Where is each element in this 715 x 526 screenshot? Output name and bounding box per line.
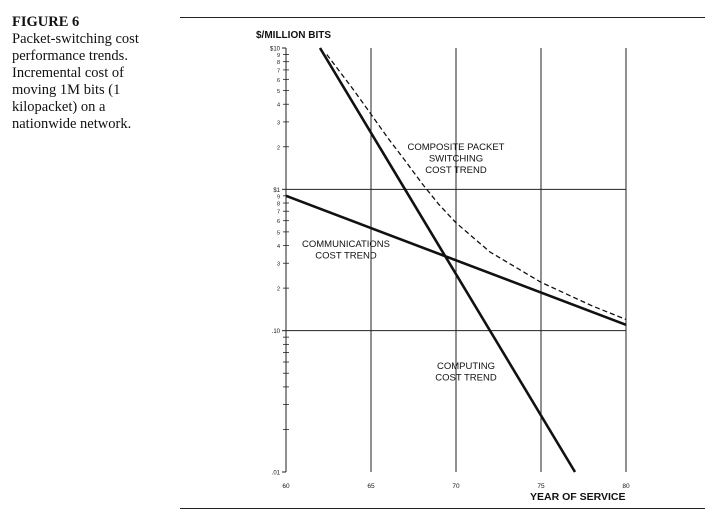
series xyxy=(285,47,627,473)
series-label-line: COMMUNICATIONS xyxy=(302,239,390,250)
series-label-line: COMPOSITE PACKET xyxy=(408,142,505,153)
figure-caption: FIGURE 6 Packet-switching cost performan… xyxy=(12,14,177,133)
top-rule xyxy=(180,17,705,18)
y-tick-label: .01 xyxy=(272,471,281,477)
y-tick-label: 8 xyxy=(277,202,280,208)
y-tick-label: 5 xyxy=(277,89,280,95)
bottom-rule xyxy=(180,508,705,509)
y-tick-label: $10 xyxy=(270,47,281,53)
x-tick-label: 75 xyxy=(537,483,545,490)
series-line xyxy=(285,194,627,327)
y-tick-label: 3 xyxy=(277,120,280,126)
y-tick-label: 7 xyxy=(277,68,280,74)
x-axis-label: YEAR OF SERVICE xyxy=(530,491,626,503)
y-tick-label: 4 xyxy=(277,103,280,109)
caption-line: Incremental cost of xyxy=(12,65,124,81)
series-label-line: SWITCHING xyxy=(429,154,483,165)
x-tick-label: 65 xyxy=(367,483,375,490)
y-tick-label: .10 xyxy=(272,329,281,335)
caption-line: performance trends. xyxy=(12,48,128,64)
y-tick-label: 2 xyxy=(277,287,280,293)
y-tick-label: 3 xyxy=(277,262,280,268)
x-tick-label: 60 xyxy=(282,483,290,490)
y-tick-label: 9 xyxy=(277,194,280,200)
x-tick-label: 70 xyxy=(452,483,460,490)
y-axis-label: $/MILLION BITS xyxy=(256,30,331,41)
y-tick-label: 4 xyxy=(277,244,280,250)
series-label-line: COMPUTING xyxy=(437,361,495,372)
series-line xyxy=(326,54,627,321)
y-tick-label: 2 xyxy=(277,145,280,151)
y-tick-label: 9 xyxy=(277,53,280,59)
series-line xyxy=(318,47,577,473)
x-tick-label: 80 xyxy=(622,483,630,490)
y-tick-label: 7 xyxy=(277,210,280,216)
y-tick-label: 6 xyxy=(277,219,280,225)
series-label-line: COST TREND xyxy=(315,251,377,262)
y-tick-label: 8 xyxy=(277,60,280,66)
caption-line: moving 1M bits (1 xyxy=(12,82,121,98)
y-tick-label: 5 xyxy=(277,230,280,236)
series-label-line: COST TREND xyxy=(425,165,487,176)
y-tick-label: 6 xyxy=(277,78,280,84)
y-tick-label: $1 xyxy=(273,188,280,194)
series-label-line: COST TREND xyxy=(435,373,497,384)
figure-label: FIGURE 6 xyxy=(12,14,80,30)
caption-line: nationwide network. xyxy=(12,116,132,132)
caption-line: kilopacket) on a xyxy=(12,99,106,115)
caption-line: Packet-switching cost xyxy=(12,31,139,47)
